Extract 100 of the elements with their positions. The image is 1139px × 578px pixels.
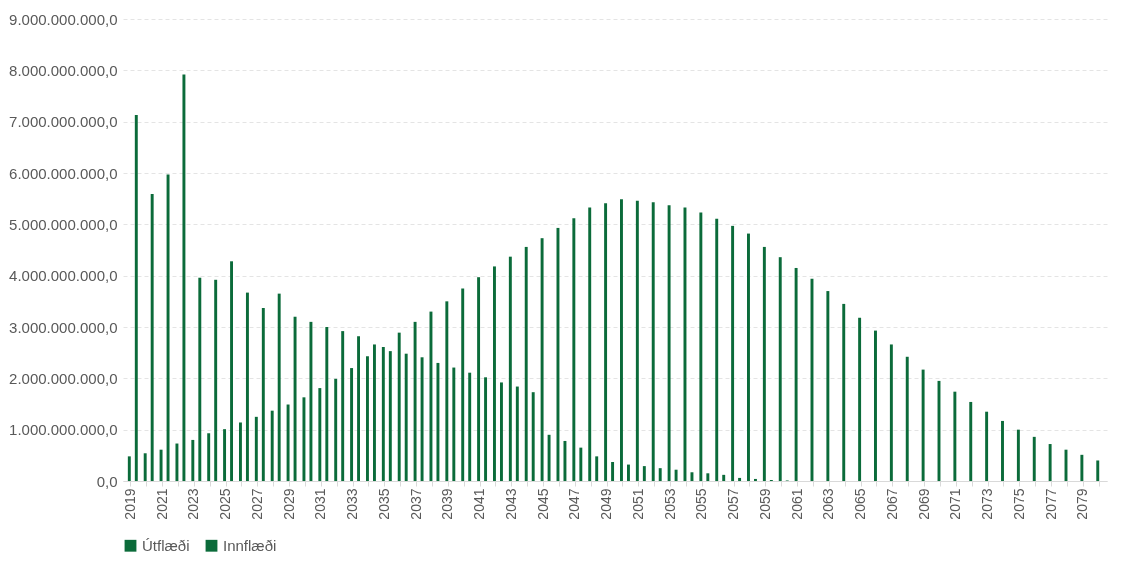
bar — [309, 321, 313, 481]
y-tick-label: 9.000.000.000,0 — [9, 10, 118, 28]
x-tick-label: 2023 — [185, 488, 202, 520]
x-tick-label: 2021 — [153, 488, 170, 520]
bar — [626, 464, 630, 481]
bar — [715, 218, 719, 481]
bar — [397, 332, 401, 481]
bar — [381, 347, 385, 481]
x-tick-label: 2047 — [566, 488, 583, 520]
bar — [461, 288, 465, 481]
bar — [452, 367, 456, 481]
bar — [420, 357, 424, 481]
bar — [277, 293, 281, 481]
bar — [620, 199, 623, 481]
bar — [134, 114, 138, 481]
x-tick-label: 2065 — [852, 488, 869, 520]
bar — [747, 233, 750, 481]
bar — [484, 377, 488, 481]
bar — [858, 317, 862, 481]
x-tick-label: 2063 — [820, 488, 837, 520]
x-tick-label: 2059 — [756, 488, 773, 520]
x-tick-label: 2027 — [248, 488, 265, 520]
bar — [493, 266, 496, 481]
bar — [293, 316, 297, 481]
bar — [547, 434, 551, 481]
bar — [341, 331, 345, 481]
bar — [889, 344, 893, 481]
bar — [563, 440, 567, 481]
bar — [515, 386, 519, 481]
bar — [826, 291, 830, 481]
bar — [651, 202, 655, 481]
x-tick-label: 2069 — [915, 488, 932, 520]
y-tick-label: 1.000.000.000,0 — [9, 421, 118, 439]
bar — [1096, 460, 1100, 481]
x-tick-label: 2079 — [1074, 488, 1091, 520]
x-tick-label: 2035 — [375, 488, 392, 520]
bar — [436, 362, 440, 481]
bar — [468, 372, 472, 481]
bar — [318, 388, 322, 481]
x-tick-label: 2075 — [1010, 488, 1027, 520]
bar — [778, 257, 782, 481]
bar — [674, 469, 678, 481]
bar — [690, 472, 694, 481]
y-tick-label: 3.000.000.000,0 — [9, 318, 118, 336]
bar — [722, 474, 726, 481]
bar — [286, 404, 290, 481]
bar — [524, 246, 528, 481]
bar — [191, 439, 195, 481]
bar — [508, 256, 512, 481]
x-tick-label: 2033 — [344, 488, 361, 520]
x-tick-label: 2025 — [217, 488, 234, 520]
x-tick-label: 2037 — [407, 488, 424, 520]
bar — [357, 336, 361, 481]
bar — [238, 422, 242, 481]
bar — [985, 411, 989, 481]
bar — [1032, 436, 1036, 481]
x-tick-label: 2045 — [534, 488, 551, 520]
x-tick-label: 2053 — [661, 488, 678, 520]
bar — [762, 246, 766, 481]
bar — [731, 225, 735, 481]
bar — [159, 449, 163, 481]
bar — [658, 468, 662, 481]
bar — [270, 410, 274, 481]
bar — [230, 261, 234, 481]
bar — [429, 311, 433, 481]
x-tick-label: 2031 — [312, 488, 329, 520]
x-tick-label: 2041 — [471, 488, 488, 520]
bar — [754, 478, 757, 481]
bar — [388, 351, 392, 481]
bar — [604, 203, 608, 481]
bar — [1048, 444, 1052, 481]
bar — [794, 267, 798, 481]
bar — [1080, 454, 1084, 481]
bar — [667, 205, 671, 481]
bar — [540, 238, 544, 481]
bar — [499, 382, 503, 481]
bar — [372, 344, 376, 481]
bar — [245, 292, 249, 481]
bar — [413, 321, 417, 481]
x-tick-label: 2073 — [979, 488, 996, 520]
bar — [254, 416, 258, 481]
x-tick-label: 2049 — [598, 488, 615, 520]
bar — [143, 453, 147, 481]
bar — [588, 207, 592, 481]
bar — [706, 473, 710, 481]
bar — [261, 308, 265, 481]
bar — [207, 433, 211, 481]
bar — [334, 378, 338, 481]
y-tick-label: 0,0 — [96, 472, 118, 490]
y-tick-label: 5.000.000.000,0 — [9, 215, 118, 233]
bar — [127, 456, 131, 481]
x-tick-label: 2055 — [693, 488, 710, 520]
bar — [365, 356, 369, 481]
bar — [842, 303, 846, 481]
bar — [905, 356, 909, 481]
bar — [969, 401, 973, 481]
bar — [404, 353, 408, 481]
legend-label: Innflæði — [223, 536, 277, 554]
bar — [302, 397, 306, 481]
bar — [921, 369, 925, 481]
